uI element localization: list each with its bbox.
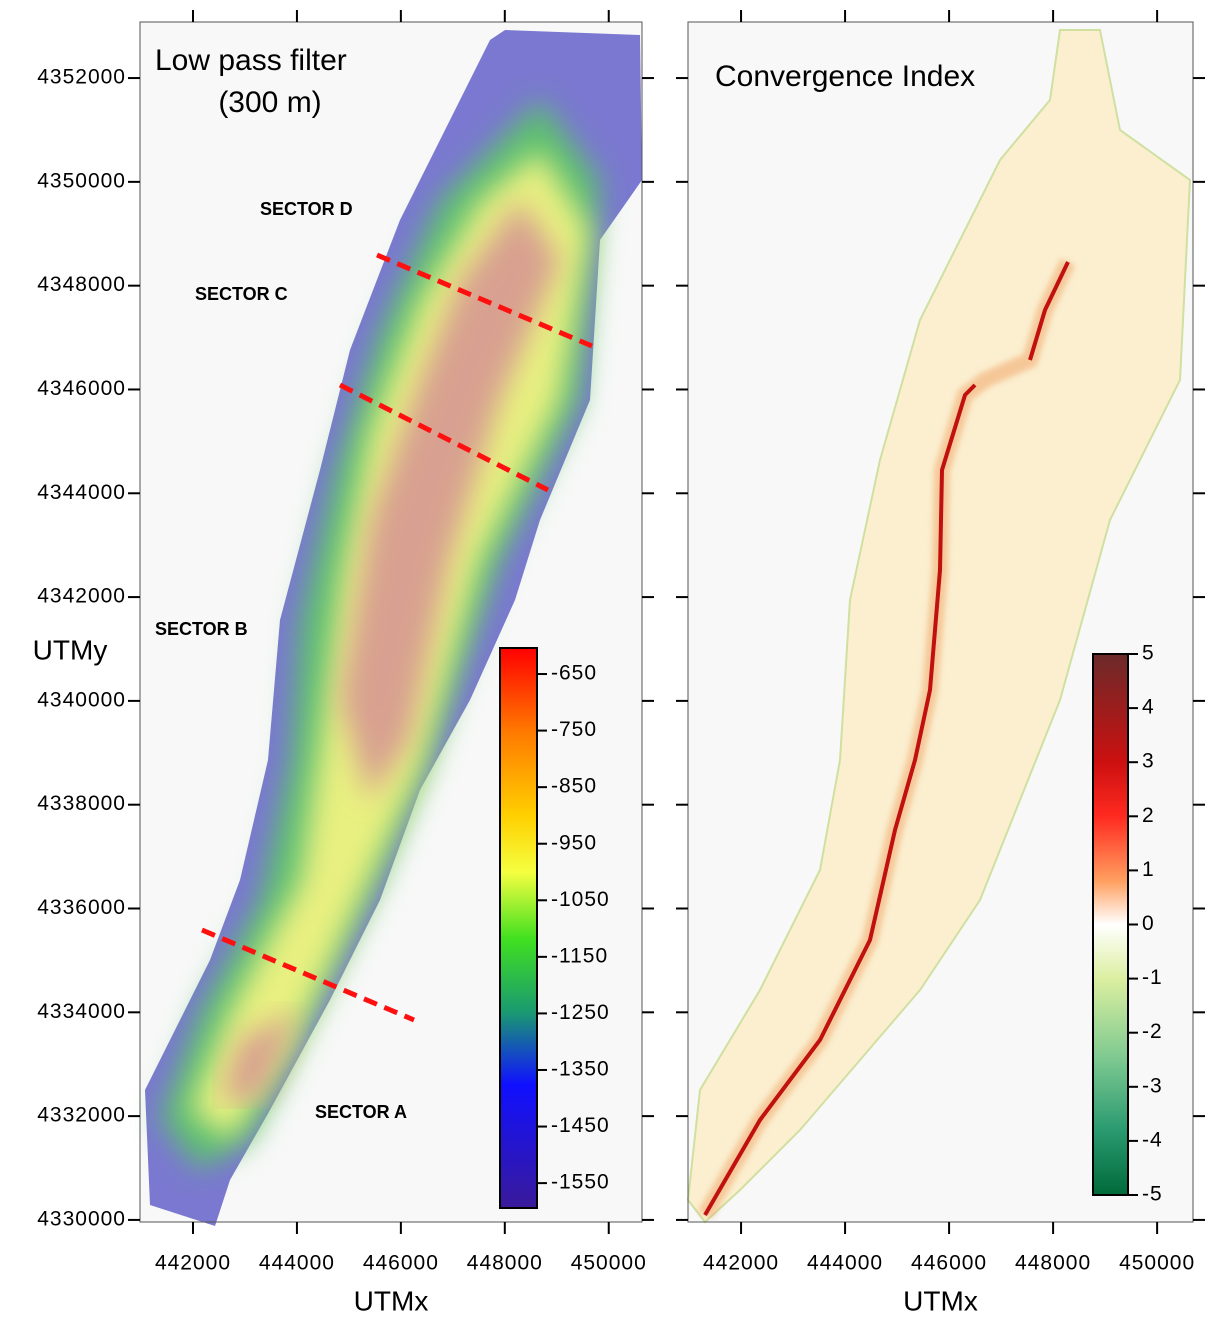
y-tick-label: 4344000 — [37, 481, 126, 504]
panel-title: Convergence Index — [715, 60, 975, 93]
x-tick-label: 448000 — [1015, 1252, 1091, 1275]
colorbar-tick-label: -1450 — [551, 1114, 610, 1137]
x-tick-label: 446000 — [363, 1252, 439, 1275]
panel-title: (300 m) — [218, 86, 321, 119]
colorbar-tick-label: -950 — [551, 831, 597, 854]
colorbar-tick-label: -850 — [551, 775, 597, 798]
colorbar-tick-label: -5 — [1142, 1183, 1163, 1206]
y-tick-label: 4342000 — [37, 585, 126, 608]
y-tick-label: 4340000 — [37, 688, 126, 711]
y-tick-label: 4338000 — [37, 792, 126, 815]
colorbar-tick-label: -1350 — [551, 1058, 610, 1081]
y-tick-label: 4348000 — [37, 273, 126, 296]
sector-label: SECTOR B — [155, 619, 248, 639]
panel-title: Low pass filter — [155, 44, 347, 77]
x-axis-label: UTMx — [903, 1285, 978, 1316]
y-tick-label: 4330000 — [37, 1207, 126, 1230]
colorbar-tick-label: -4 — [1142, 1128, 1163, 1151]
sector-label: SECTOR D — [260, 199, 353, 219]
colorbar-tick-label: 0 — [1142, 912, 1155, 935]
colorbar-tick-label: -1150 — [551, 944, 608, 967]
x-axis-label: UTMx — [354, 1285, 429, 1316]
colorbar-tick-label: -650 — [551, 662, 597, 685]
y-tick-label: 4350000 — [37, 169, 126, 192]
x-tick-label: 446000 — [911, 1252, 987, 1275]
colorbar-tick-label: 2 — [1142, 804, 1155, 827]
colorbar-tick-label: -3 — [1142, 1074, 1163, 1097]
colorbar-tick-label: -1550 — [551, 1171, 610, 1194]
sector-label: SECTOR C — [195, 284, 288, 304]
x-tick-label: 442000 — [155, 1252, 231, 1275]
colorbar-tick-label: 1 — [1142, 858, 1155, 881]
figure: 442000 444000 446000 448000 450000 4330000 433… — [0, 0, 1205, 1320]
colorbar-tick-label: 5 — [1142, 642, 1155, 665]
y-tick-label: 4336000 — [37, 896, 126, 919]
x-tick-label: 450000 — [1119, 1252, 1195, 1275]
sector-label: SECTOR A — [315, 1102, 407, 1122]
colorbar-tick-label: -2 — [1142, 1020, 1163, 1043]
y-tick-label: 4332000 — [37, 1104, 126, 1127]
colorbar-tick-label: 4 — [1142, 696, 1155, 719]
colorbar-tick-label: -1050 — [551, 888, 610, 911]
y-tick-label: 4352000 — [37, 66, 126, 89]
colorbar — [1093, 654, 1128, 1195]
x-tick-label: 444000 — [807, 1252, 883, 1275]
colorbar-tick-label: -1250 — [551, 1001, 610, 1024]
x-tick-label: 442000 — [703, 1252, 779, 1275]
x-tick-label: 450000 — [571, 1252, 647, 1275]
colorbar-tick-label: 3 — [1142, 750, 1155, 773]
colorbar-tick-label: -1 — [1142, 966, 1163, 989]
y-tick-label: 4334000 — [37, 1000, 126, 1023]
colorbar-tick-label: -750 — [551, 718, 597, 741]
y-tick-label: 4346000 — [37, 377, 126, 400]
y-axis-label: UTMy — [33, 634, 108, 665]
x-tick-label: 448000 — [467, 1252, 543, 1275]
colorbar — [500, 648, 537, 1208]
x-tick-label: 444000 — [259, 1252, 335, 1275]
